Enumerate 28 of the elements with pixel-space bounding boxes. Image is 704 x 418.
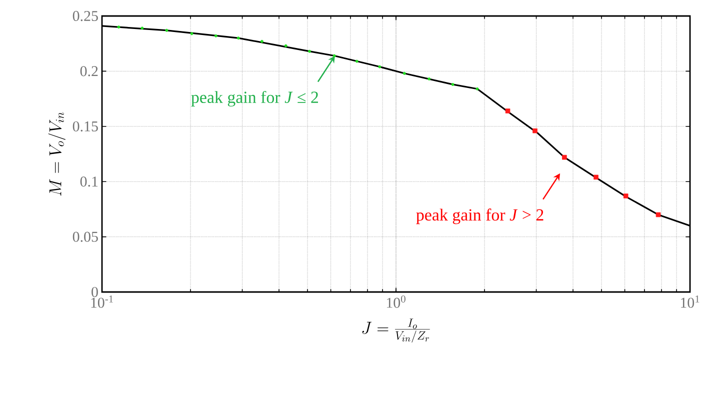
point: [165, 28, 168, 32]
point: [428, 77, 431, 80]
x-tick-label: 10$^{-1}$: [91, 296, 113, 308]
y-tick-label: 0.2: [80, 66, 98, 76]
point: [117, 26, 120, 29]
y-tick-label: 0.1: [80, 176, 98, 187]
annotation: peak gain for J ≤ 2: [191, 90, 318, 107]
point: [476, 87, 479, 90]
y-tick-label: 0.15: [72, 121, 98, 132]
y-tick-label: 0.05: [72, 232, 98, 242]
y-tick-label: 0.25: [72, 10, 98, 22]
x-tick-label: 10$^{1}$: [680, 296, 700, 308]
point: [260, 40, 264, 43]
point: [451, 82, 454, 86]
point: [402, 72, 406, 75]
y-tick-label: 0: [92, 286, 98, 298]
x-tick-label: 10$^{0}$: [386, 296, 406, 308]
point: [308, 50, 312, 53]
point: [284, 44, 288, 48]
point: [332, 54, 336, 58]
point: [214, 34, 218, 38]
point: [355, 60, 358, 63]
point: [140, 26, 144, 30]
annotation: peak gain for J > 2: [416, 208, 544, 224]
y-axis-title: $M = V_o/V_{in}$: [48, 112, 66, 196]
point: [236, 36, 240, 40]
point: [190, 32, 194, 36]
x-axis-title: $J = \frac{I_o}{V_{in}/Z_r}$: [362, 318, 430, 343]
